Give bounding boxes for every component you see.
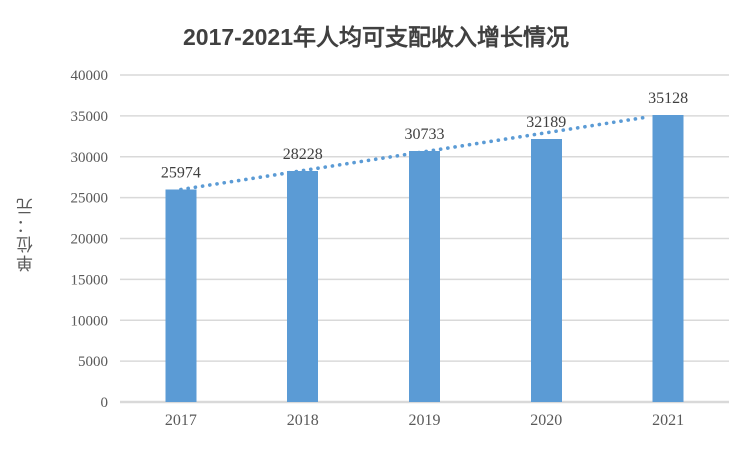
x-tick-label-2020: 2020	[530, 412, 562, 429]
y-tick-label: 35000	[71, 109, 109, 125]
y-tick-label: 40000	[71, 68, 109, 84]
x-axis-ticks: 2017 2018 2019 2020 2021	[165, 412, 684, 429]
bar-2019	[409, 150, 440, 402]
y-tick-label: 20000	[71, 232, 109, 248]
bar-2018	[287, 171, 319, 402]
bar-2021	[652, 114, 684, 403]
x-tick-label-2019: 2019	[409, 412, 441, 429]
y-tick-label: 25000	[71, 191, 109, 207]
x-tick-label-2021: 2021	[652, 412, 684, 429]
y-tick-label: 30000	[71, 150, 109, 166]
y-tick-label: 0	[101, 395, 109, 411]
trendline-path	[179, 114, 652, 192]
data-label-2021: 35128	[648, 90, 688, 107]
y-tick-label: 5000	[78, 354, 108, 370]
x-tick-label-2018: 2018	[287, 412, 319, 429]
y-tick-label: 10000	[71, 313, 109, 329]
x-tick-label-2017: 2017	[165, 412, 197, 429]
data-labels: 25974 28228 30733 32189 35128	[161, 90, 688, 182]
bar-2017	[165, 189, 197, 402]
y-axis-ticks: 0 5000 10000 15000 20000 25000 30000 35000 40000	[71, 68, 109, 411]
bars	[165, 114, 684, 403]
data-label-2017: 25974	[161, 165, 201, 182]
data-label-2018: 28228	[283, 146, 323, 163]
chart-title: 2017-2021年人均可支配收入增长情况	[183, 24, 569, 50]
trendline	[179, 114, 652, 192]
data-label-2020: 32189	[526, 114, 566, 131]
bar-2020	[530, 138, 562, 402]
data-label-2019: 30733	[405, 126, 445, 143]
y-tick-label: 15000	[71, 272, 109, 288]
